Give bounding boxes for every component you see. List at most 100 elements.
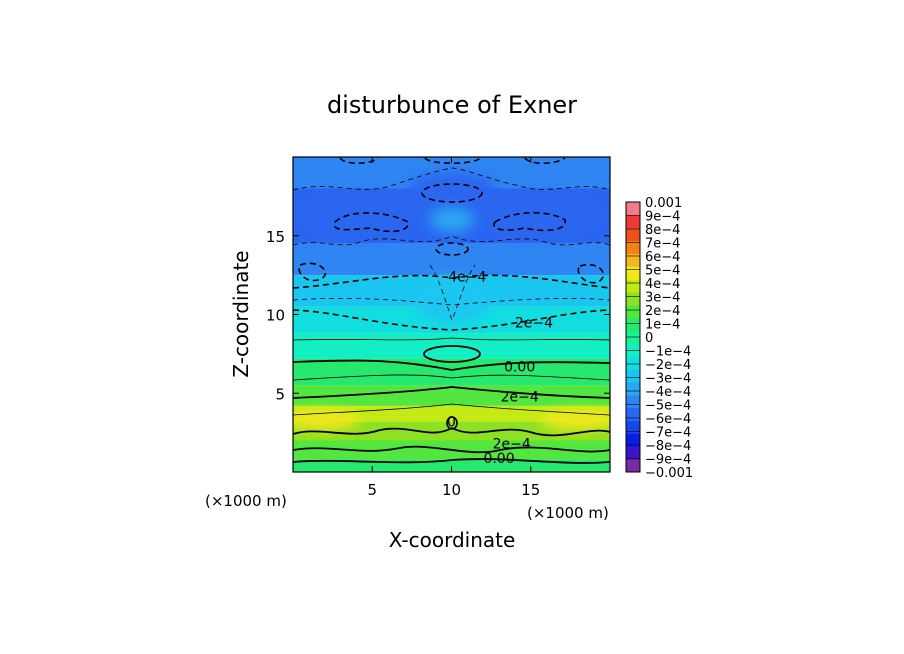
colorbar-label-10: 0 <box>645 331 653 346</box>
colorbar-label-20: 0.001 <box>645 196 682 211</box>
contour-thin-1 <box>293 403 610 416</box>
anomaly-lower-center <box>412 278 492 322</box>
contour-solid-0 <box>293 359 610 371</box>
contour-dashed-0 <box>293 309 610 331</box>
colorbar: −0.001−9e−4−8e−4−7e−4−6e−4−5e−4−4e−4−3e−… <box>625 196 693 481</box>
field-band-4 <box>293 385 610 406</box>
x-tick-label-2: 15 <box>521 481 540 499</box>
colorbar-label-11: 1e−4 <box>645 318 680 333</box>
x-tick-label-1: 10 <box>442 481 461 499</box>
contour-dashed-1 <box>293 274 610 289</box>
contour-dashed-3 <box>577 263 604 284</box>
colorbar-label-14: 4e−4 <box>645 277 680 292</box>
colorbar-segment-7 <box>626 369 640 383</box>
colorbar-label-3: −7e−4 <box>645 426 691 441</box>
colorbar-label-18: 8e−4 <box>645 223 680 238</box>
contour-label-5: 2e−4 <box>493 437 531 453</box>
contour-thin-0 <box>293 374 610 381</box>
contour-label-2: 0.00 <box>504 359 535 375</box>
colorbar-segment-3 <box>626 420 640 434</box>
contour-dashed-7 <box>493 211 566 232</box>
contour-dashed-4 <box>435 242 469 256</box>
colorbar-segment-15 <box>626 266 640 280</box>
colorbar-label-4: −6e−4 <box>645 412 691 427</box>
colorbar-segment-1 <box>626 446 640 460</box>
contour-solid-2 <box>293 426 610 437</box>
contour-label-3: 2e−4 <box>501 389 539 405</box>
contour-dashed-5 <box>421 183 483 203</box>
field-band-3 <box>293 405 610 422</box>
colorbar-label-19: 9e−4 <box>645 210 680 225</box>
contour-solid-3 <box>293 445 610 454</box>
colorbar-segment-11 <box>626 317 640 332</box>
contour-ellipse-center <box>423 345 481 363</box>
anomaly-warm-right <box>540 410 610 430</box>
contour-thin-dashed-2 <box>293 167 610 191</box>
anomaly-mid-center <box>430 208 474 232</box>
colorbar-label-16: 6e−4 <box>645 250 680 265</box>
contour-label-0: 4e−4 <box>448 270 486 286</box>
y-tick-label-0: 5 <box>275 385 285 403</box>
colorbar-segment-19 <box>626 214 640 229</box>
field-band-9 <box>293 243 610 276</box>
anomaly-upper-right <box>480 193 600 237</box>
colorbar-segment-6 <box>626 382 640 396</box>
colorbar-segment-13 <box>626 292 640 306</box>
chart-title: disturbunce of Exner <box>327 91 577 119</box>
contour-dashed-8 <box>339 157 379 165</box>
colorbar-segment-12 <box>626 304 640 319</box>
field-anomalies <box>293 172 610 430</box>
colorbar-segment-5 <box>626 394 640 409</box>
contour-small-zero <box>446 416 458 430</box>
x-tick-label-0: 5 <box>367 481 377 499</box>
x-axis-label: X-coordinate <box>389 528 516 552</box>
x-unit-right: (×1000 m) <box>527 504 609 522</box>
y-tick-label-1: 10 <box>266 307 285 325</box>
anomaly-warm-left <box>293 410 360 430</box>
y-tick-label-2: 15 <box>266 228 285 246</box>
colorbar-label-0: −0.001 <box>645 466 693 481</box>
field-band-2 <box>293 421 610 441</box>
colorbar-segment-4 <box>626 407 640 422</box>
colorbar-label-12: 2e−4 <box>645 304 680 319</box>
colorbar-segment-2 <box>626 433 640 447</box>
colorbar-segment-20 <box>626 202 640 216</box>
colorbar-label-7: −3e−4 <box>645 372 691 387</box>
contour-dashed-10 <box>524 157 566 165</box>
contour-solid-4 <box>293 458 610 464</box>
colorbar-segment-17 <box>626 240 640 254</box>
contour-dashed-6 <box>333 212 409 233</box>
colorbar-label-5: −5e−4 <box>645 399 691 414</box>
contour-solid-1 <box>293 386 610 399</box>
colorbar-label-9: −1e−4 <box>645 345 691 360</box>
contour-label-1: 2e−4 <box>515 315 553 331</box>
contour-thin-dashed-0 <box>293 297 610 306</box>
colorbar-label-8: −2e−4 <box>645 358 691 373</box>
anomaly-upper-left <box>300 193 420 237</box>
colorbar-label-2: −8e−4 <box>645 439 691 454</box>
colorbar-segment-0 <box>626 459 640 473</box>
contour-label-4: 0 <box>447 415 456 431</box>
colorbar-label-17: 7e−4 <box>645 237 680 252</box>
colorbar-segment-14 <box>626 279 640 293</box>
contour-thin-dashed-1 <box>293 235 610 246</box>
contour-dashed-9 <box>424 157 481 165</box>
contour-label-6: 0.00 <box>483 451 514 467</box>
x-unit-left: (×1000 m) <box>205 492 287 510</box>
colorbar-label-15: 5e−4 <box>645 264 680 279</box>
colorbar-label-1: −9e−4 <box>645 453 691 468</box>
contour-lines <box>293 157 610 464</box>
y-axis-label: Z-coordinate <box>229 250 253 377</box>
colorbar-label-13: 3e−4 <box>645 291 680 306</box>
colorbar-segment-16 <box>626 253 640 267</box>
contour-thin-dashed-3 <box>429 264 476 322</box>
colorbar-segment-18 <box>626 227 640 242</box>
colorbar-label-6: −4e−4 <box>645 385 691 400</box>
colorbar-segment-9 <box>626 343 640 357</box>
contour-thin-2 <box>293 337 610 341</box>
axes: 5 10 15 5 10 15 <box>266 157 610 499</box>
contour-dashed-2 <box>298 262 326 282</box>
